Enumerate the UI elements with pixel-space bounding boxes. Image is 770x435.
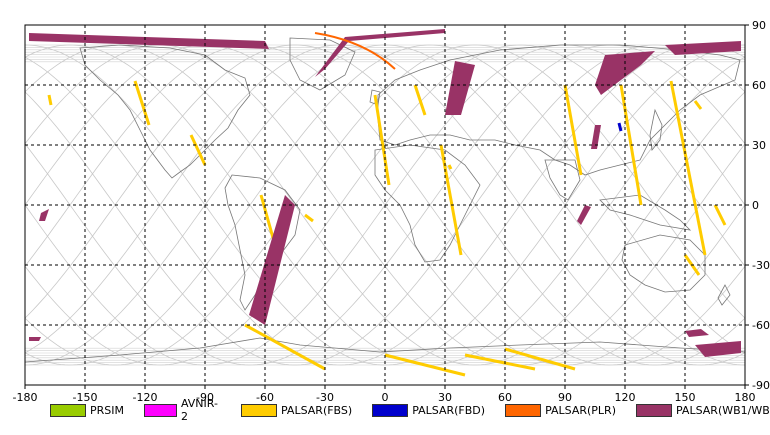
swath-palsar-wb1-wb2	[39, 209, 49, 221]
lon-tick-label: 30	[438, 391, 452, 404]
swath-palsar-fbs	[447, 164, 453, 170]
coast-india	[544, 159, 581, 201]
lon-tick-label: 60	[498, 391, 512, 404]
coast-eurasia	[377, 44, 741, 176]
lat-tick-label: -30	[752, 259, 770, 272]
swath-palsar-wb1-wb2	[29, 33, 269, 49]
lon-tick-label: 150	[675, 391, 696, 404]
swath-palsar-fbs	[693, 100, 703, 110]
latitude-labels: 90 60 30 0 -30 -60 -90	[745, 19, 770, 392]
legend-swatch	[50, 403, 86, 417]
coast-africa	[374, 144, 481, 263]
coast-antarctica	[24, 337, 746, 363]
legend-swatch	[636, 403, 672, 417]
lon-tick-label: -90	[196, 391, 214, 404]
legend-item: PRSIM	[50, 403, 124, 417]
swath-palsar-fbs	[439, 144, 463, 256]
swath-palsar-plr	[314, 32, 396, 70]
coast-new-zealand	[717, 284, 731, 306]
legend-swatch	[372, 403, 409, 417]
longitude-labels: -180 -150 -120 -90 -60 -30 0 30 60 90 120 150 180	[13, 385, 756, 404]
legend-label: PALSAR(WB1/WB2)	[676, 403, 770, 417]
lat-tick-label: 90	[752, 19, 766, 32]
swath-palsar-fbs	[713, 204, 727, 226]
lon-tick-label: 0	[382, 391, 389, 404]
swath-palsar-wb1-wb2	[445, 61, 475, 115]
swath-palsar-wb1-wb2	[29, 337, 41, 341]
legend-swatch	[505, 403, 542, 417]
swath-palsar-wb1-wb2	[685, 329, 709, 337]
lat-tick-label: 30	[752, 139, 766, 152]
lat-tick-label: -90	[752, 379, 770, 392]
legend-item: AVNIR-2	[144, 397, 221, 423]
swath-palsar-fbs	[413, 84, 427, 116]
coast-north-america	[79, 44, 251, 179]
swath-palsar-fbs	[373, 94, 391, 186]
legend-label: PALSAR(FBS)	[281, 403, 353, 417]
swath-palsar-wb1-wb2	[591, 125, 601, 149]
legend-swatch	[241, 403, 277, 417]
lat-tick-label: -60	[752, 319, 770, 332]
coverage-swaths	[29, 29, 741, 377]
swath-palsar-fbs	[563, 84, 583, 176]
lon-tick-label: -60	[256, 391, 274, 404]
legend-item: PALSAR(FBS)	[241, 403, 353, 417]
coastlines	[24, 37, 746, 363]
legend: PRSIM AVNIR-2 PALSAR(FBS) PALSAR(FBD) PALSAR…	[50, 397, 770, 423]
lat-tick-label: 60	[752, 79, 766, 92]
swath-palsar-fbs	[384, 353, 466, 377]
swath-palsar-fbs	[189, 134, 207, 166]
coast-south-america	[224, 174, 301, 311]
swath-palsar-fbs	[464, 353, 536, 371]
lon-tick-label: 90	[558, 391, 572, 404]
swath-palsar-fbd	[617, 122, 623, 132]
lon-tick-label: -180	[13, 391, 38, 404]
swath-palsar-fbs	[669, 80, 707, 256]
lon-tick-label: 120	[615, 391, 636, 404]
graticule	[25, 25, 745, 385]
swath-palsar-wb1-wb2	[577, 205, 591, 225]
swath-palsar-wb1-wb2	[665, 41, 741, 55]
legend-item: PALSAR(FBD)	[372, 403, 486, 417]
legend-label: PALSAR(PLR)	[545, 403, 616, 417]
swath-palsar-fbs	[304, 213, 314, 223]
legend-swatch	[144, 403, 177, 417]
legend-label: PALSAR(FBD)	[412, 403, 486, 417]
swath-palsar-fbs	[47, 94, 53, 106]
swath-palsar-wb1-wb2	[695, 341, 741, 357]
swath-palsar-fbs	[504, 347, 576, 371]
lon-tick-label: -30	[316, 391, 334, 404]
swath-palsar-wb1-wb2	[249, 195, 295, 325]
lat-tick-label: 0	[752, 199, 759, 212]
coast-greenland	[289, 37, 356, 91]
swath-palsar-fbs	[133, 80, 151, 126]
lon-tick-label: -120	[133, 391, 158, 404]
legend-item: PALSAR(PLR)	[505, 403, 616, 417]
lon-tick-label: 180	[735, 391, 756, 404]
swath-palsar-fbs	[244, 323, 326, 371]
lon-tick-label: -150	[73, 391, 98, 404]
legend-item: PALSAR(WB1/WB2)	[636, 403, 770, 417]
legend-label: PRSIM	[90, 403, 124, 417]
coast-australia	[621, 234, 706, 293]
legend-label: AVNIR-2	[180, 397, 218, 423]
coast-sea-islands	[599, 194, 692, 231]
